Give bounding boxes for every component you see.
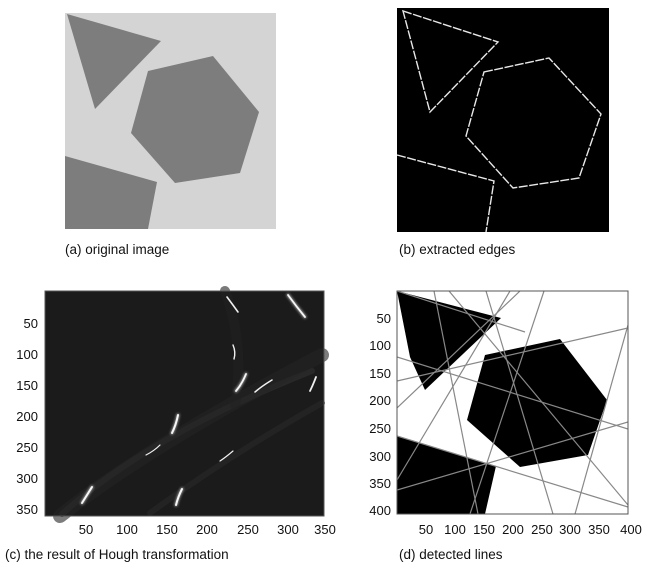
caption-b: (b) extracted edges (399, 242, 516, 257)
y-tick-label: 100 (16, 347, 38, 362)
y-tick-label: 250 (369, 421, 391, 436)
hexagon-edge (465, 57, 602, 189)
panel-d-detected-lines: 50 100 150 200 250 300 350 400 50 100 15… (369, 290, 642, 537)
panel-a-original-image (65, 13, 276, 229)
y-tick-label: 200 (16, 409, 38, 424)
y-tick-label: 150 (16, 378, 38, 393)
x-tick-label: 200 (502, 522, 524, 537)
y-tick-label: 300 (369, 449, 391, 464)
panel-c-hough-transform: 50 100 150 200 250 300 350 50 100 150 20… (16, 286, 336, 537)
hough-plot-area (45, 291, 324, 516)
caption-d: (d) detected lines (399, 547, 503, 562)
x-tick-label: 250 (237, 522, 259, 537)
y-tick-label: 300 (16, 471, 38, 486)
x-tick-label: 300 (559, 522, 581, 537)
x-tick-label: 100 (444, 522, 466, 537)
quadrilateral-edge (396, 154, 495, 233)
y-tick-label: 200 (369, 393, 391, 408)
hexagon-shape (131, 56, 259, 183)
y-tick-label: 100 (369, 338, 391, 353)
lines-x-axis: 50 100 150 200 250 300 350 400 (419, 522, 642, 537)
triangle-shape (67, 14, 161, 109)
y-tick-label: 250 (16, 440, 38, 455)
x-tick-label: 150 (156, 522, 178, 537)
y-tick-label: 400 (369, 503, 391, 518)
y-tick-label: 150 (369, 366, 391, 381)
triangle-edge (401, 9, 500, 114)
x-tick-label: 350 (588, 522, 610, 537)
hough-y-axis: 50 100 150 200 250 300 350 (16, 316, 38, 517)
x-tick-label: 150 (473, 522, 495, 537)
x-tick-label: 400 (620, 522, 642, 537)
edges-background (397, 8, 609, 232)
y-tick-label: 50 (24, 316, 38, 331)
quadrilateral-shape (65, 156, 157, 229)
x-tick-label: 250 (531, 522, 553, 537)
x-tick-label: 50 (79, 522, 93, 537)
y-tick-label: 350 (16, 502, 38, 517)
x-tick-label: 200 (196, 522, 218, 537)
panel-b-extracted-edges (396, 8, 609, 233)
lines-y-axis: 50 100 150 200 250 300 350 400 (369, 311, 391, 518)
x-tick-label: 50 (419, 522, 433, 537)
x-tick-label: 300 (277, 522, 299, 537)
hough-frame (44, 290, 325, 517)
x-tick-label: 100 (116, 522, 138, 537)
y-tick-label: 50 (377, 311, 391, 326)
lines-frame (396, 290, 629, 515)
x-tick-label: 350 (314, 522, 336, 537)
hexagon-region (467, 339, 607, 467)
caption-c: (c) the result of Hough transformation (5, 547, 229, 562)
detected-line-set (397, 291, 628, 514)
y-tick-label: 350 (369, 476, 391, 491)
caption-a: (a) original image (65, 242, 170, 257)
hough-x-axis: 50 100 150 200 250 300 350 (79, 522, 336, 537)
